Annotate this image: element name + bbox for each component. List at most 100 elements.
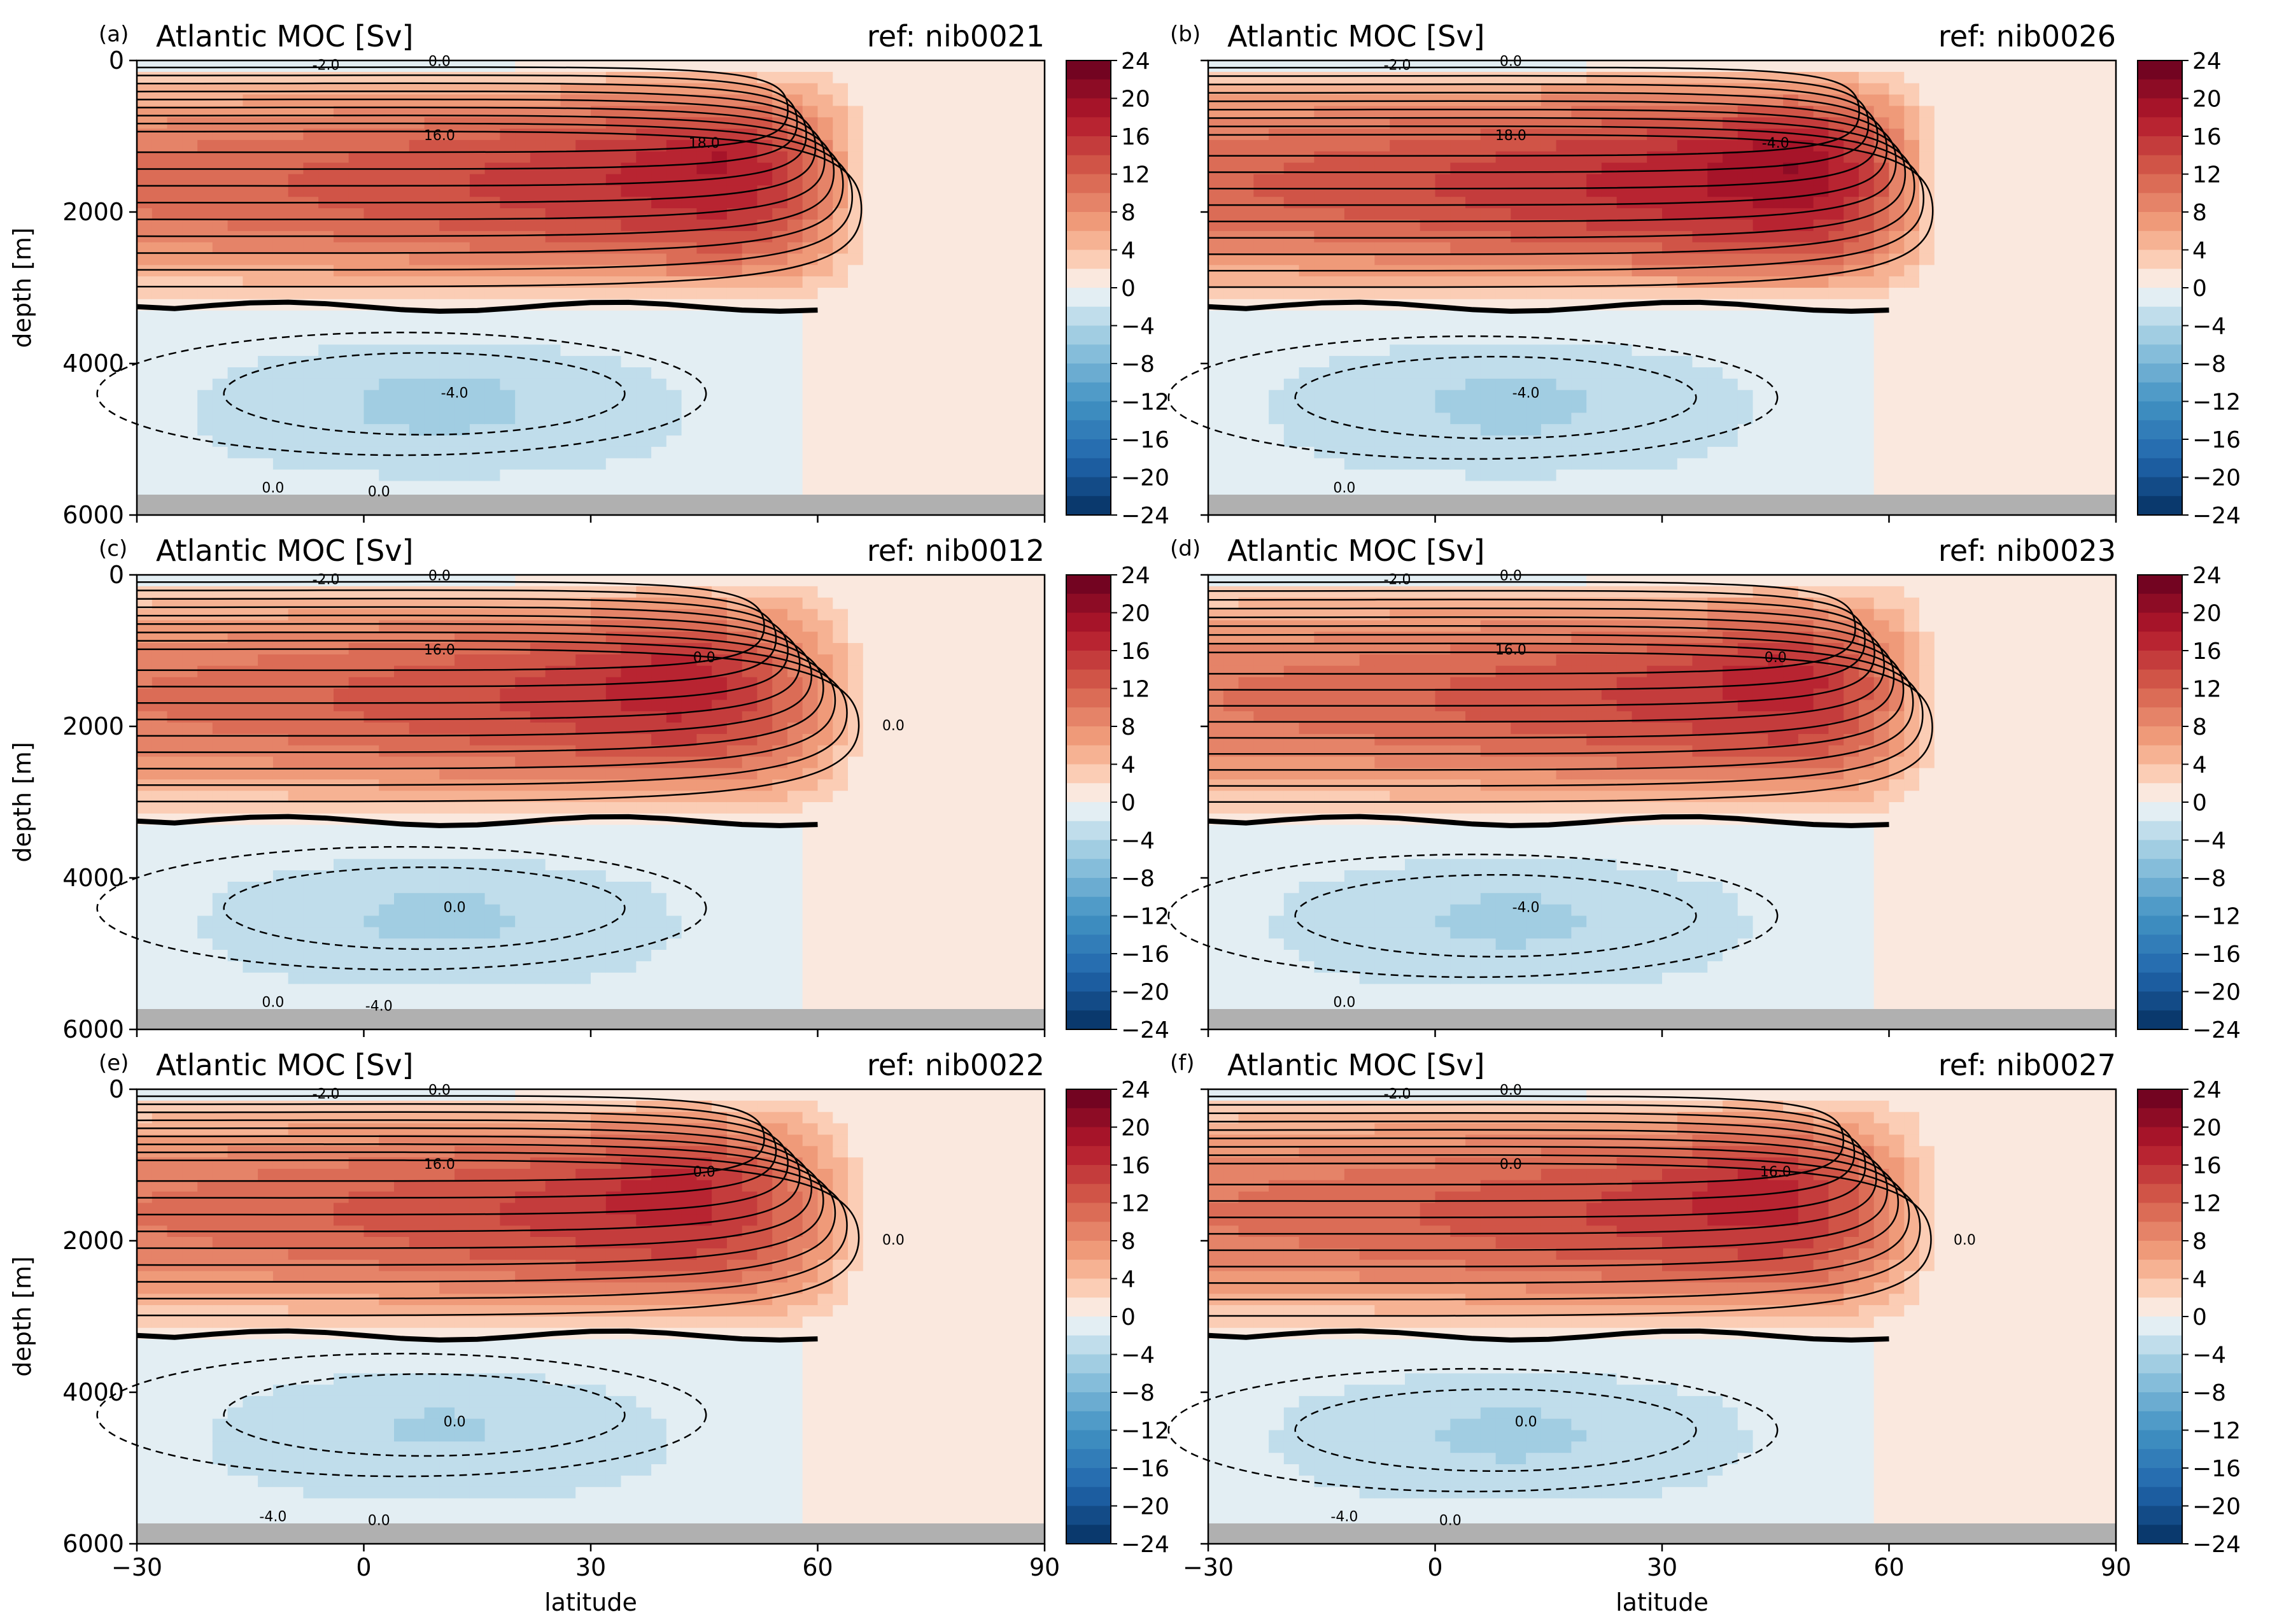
field-cell [469,94,486,106]
field-cell [272,276,289,288]
field-cell [983,367,1000,379]
field-cell [455,367,470,379]
field-cell [787,401,803,413]
field-cell [363,401,379,413]
field-cell [272,378,289,391]
field-cell [969,208,985,220]
field-cell [983,390,1000,402]
field-cell [515,413,531,425]
field-cell [1029,458,1045,470]
field-cell [1299,288,1315,300]
contour-label: -4.0 [1762,136,1789,152]
field-cell [636,378,652,391]
field-cell [1873,276,1890,288]
field-cell [1873,356,1890,368]
field-cell [2010,197,2026,209]
field-cell [1556,71,1572,84]
field-cell [2025,333,2041,345]
field-cell [318,129,334,141]
field-cell [530,390,546,402]
field-cell [969,117,985,129]
field-cell [167,310,183,323]
field-cell [893,378,909,391]
field-cell [621,117,637,129]
field-cell [1014,390,1030,402]
colorbar-tick-label: 0 [1121,276,1136,302]
field-cell [772,458,788,470]
field-cell [1783,321,1799,334]
field-cell [288,83,304,95]
field-cell [1450,390,1466,402]
field-cell [575,356,591,368]
field-cell [500,288,516,300]
field-cell [1465,151,1481,164]
field-cell [863,139,879,152]
field-cell [1934,435,1950,448]
contour-label: 18.0 [1495,128,1526,144]
field-cell [348,458,365,470]
colorbar-segment [1066,364,1111,383]
field-cell [152,60,168,73]
field-cell [1980,481,1996,493]
field-cell [969,242,985,255]
field-cell [591,242,607,255]
field-cell [1707,288,1723,300]
field-cell [1662,424,1678,436]
field-cell [1904,94,1920,106]
field-cell [848,60,864,73]
field-cell [484,288,500,300]
field-cell [1556,378,1572,391]
field-cell [908,344,924,357]
field-cell [1014,219,1030,232]
field-cell [258,219,274,232]
field-cell [258,265,274,277]
field-cell [923,378,940,391]
field-cell [1737,151,1754,164]
field-cell [137,469,153,482]
field-cell [833,367,849,379]
field-cell [1014,139,1030,152]
field-cell [303,151,319,164]
field-cell [1450,458,1466,470]
field-cell [182,424,198,436]
field-cell [258,390,274,402]
field-cell [1980,60,1996,73]
field-cell [2040,71,2056,84]
field-cell [1601,139,1618,152]
field-cell [802,60,819,73]
field-cell [1964,367,1980,379]
field-cell [1980,469,1996,482]
field-cell [1526,481,1542,493]
field-cell [152,344,168,357]
field-cell [409,469,425,482]
field-cell [1223,367,1239,379]
colorbar-segment [2138,496,2182,516]
field-cell [1813,344,1829,357]
field-cell [1405,242,1421,255]
field-cell [1737,117,1754,129]
field-cell [954,378,969,391]
field-cell [1859,469,1875,482]
field-cell [1859,94,1875,106]
field-cell [681,71,697,84]
field-cell [1904,60,1920,73]
field-cell [696,413,712,425]
field-cell [1994,299,2011,311]
field-cell [908,106,924,118]
field-cell [318,83,334,95]
field-cell [2101,435,2117,448]
field-cell [1889,94,1905,106]
field-cell [363,435,379,448]
field-cell [394,60,410,73]
field-cell [455,435,470,448]
field-cell [182,321,198,334]
field-cell [1511,469,1526,482]
field-cell [1798,481,1814,493]
field-cell [1586,162,1602,175]
field-cell [2010,208,2026,220]
field-cell [999,458,1015,470]
field-cell [954,333,969,345]
field-cell [1511,424,1526,436]
field-cell [1526,469,1542,482]
field-cell [938,299,954,311]
